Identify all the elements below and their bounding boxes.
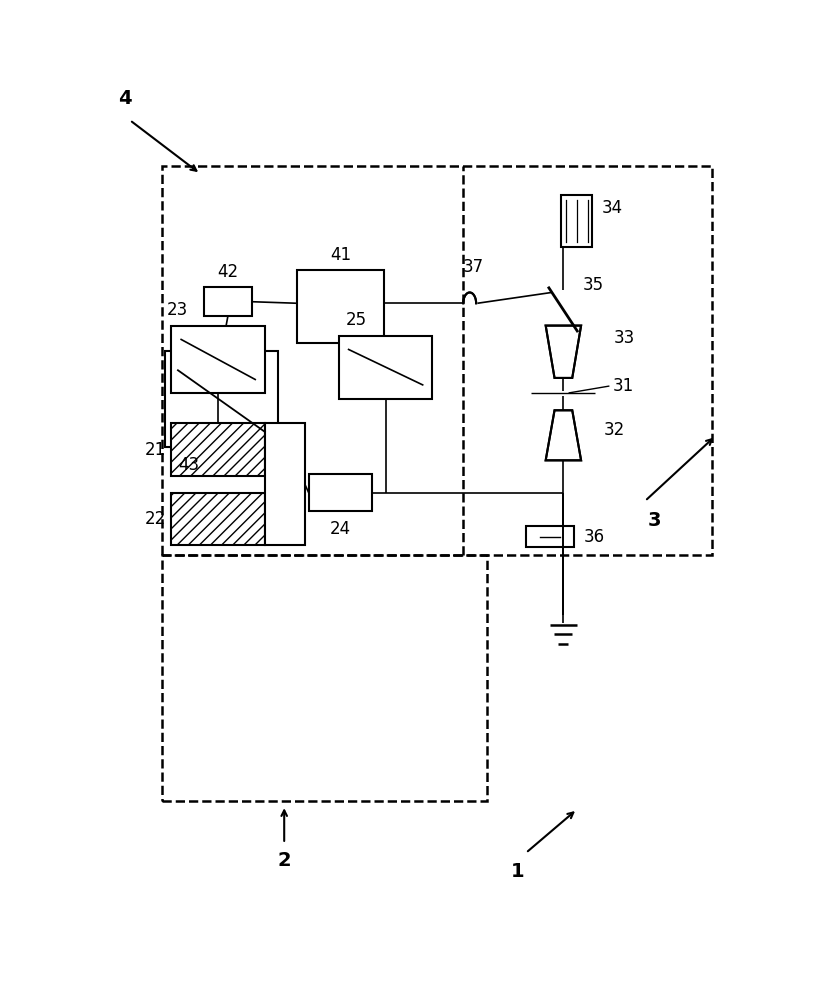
Bar: [339, 336, 432, 399]
Bar: [526, 526, 574, 547]
Bar: [308, 474, 371, 511]
Text: 21: 21: [145, 441, 166, 459]
Text: 23: 23: [166, 301, 188, 319]
Text: 37: 37: [462, 258, 484, 276]
Bar: [204, 287, 252, 316]
Bar: [265, 423, 305, 545]
Text: 41: 41: [330, 246, 352, 264]
Text: 42: 42: [217, 263, 238, 281]
Text: 22: 22: [145, 510, 166, 528]
Bar: [561, 195, 592, 247]
Bar: [171, 493, 265, 545]
Text: 4: 4: [118, 89, 131, 108]
Text: 35: 35: [583, 276, 603, 294]
Text: 32: 32: [603, 421, 625, 439]
Text: 31: 31: [613, 377, 634, 395]
Text: 3: 3: [648, 511, 661, 530]
Text: 34: 34: [602, 199, 622, 217]
Text: 24: 24: [330, 520, 351, 538]
Text: 25: 25: [346, 311, 366, 329]
Text: 33: 33: [613, 329, 635, 347]
Polygon shape: [546, 410, 581, 460]
Bar: [165, 351, 278, 447]
Polygon shape: [546, 326, 581, 378]
Text: 36: 36: [583, 528, 605, 546]
Bar: [297, 270, 384, 343]
Bar: [171, 423, 265, 476]
Bar: [162, 166, 712, 555]
Bar: [171, 326, 265, 393]
Bar: [162, 555, 487, 801]
Text: 1: 1: [511, 862, 525, 881]
Text: 2: 2: [278, 852, 291, 870]
Text: 43: 43: [178, 456, 199, 474]
